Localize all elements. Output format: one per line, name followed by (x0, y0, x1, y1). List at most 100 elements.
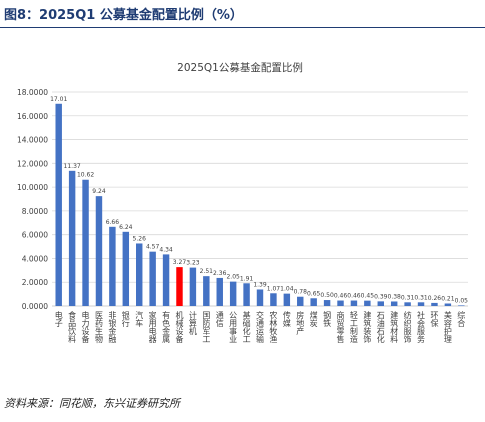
category-label: 公用事业 (229, 311, 238, 343)
y-tick-label: 18.0000 (17, 88, 48, 97)
data-label: 6.66 (106, 219, 120, 226)
category-label: 电力设备 (81, 310, 90, 344)
bar (390, 301, 398, 306)
data-label: 0.46 (347, 293, 361, 300)
data-label: 2.05 (226, 274, 240, 281)
bar (95, 196, 103, 306)
data-label: 0.05 (455, 297, 469, 304)
category-labels: 电子 食品饮料 电力设备 医药生物 非银金融 银行 汽车 家用电器 有色金属 机械设备 计算机 国防军… (54, 310, 466, 344)
data-label: 2.36 (213, 270, 227, 277)
bar (55, 103, 62, 306)
data-label: 1.39 (253, 281, 267, 288)
data-label: 3.27 (173, 259, 187, 266)
bar (243, 283, 250, 306)
figure-label: 图8： (4, 8, 40, 23)
data-label: 0.65 (307, 290, 321, 297)
bar (431, 302, 438, 306)
data-label: 4.34 (159, 246, 173, 253)
data-label: 0.50 (320, 292, 334, 299)
category-label: 基础化工 (242, 310, 251, 343)
category-label: 纺织服饰 (403, 310, 412, 344)
bar (109, 226, 116, 306)
bar (417, 302, 425, 306)
bar (216, 277, 223, 306)
data-label: 5.26 (133, 235, 147, 242)
data-label: 0.45 (361, 293, 375, 300)
y-axis-ticks: 0.0000 2.0000 4.0000 6.0000 8.0000 10.0000 12.… (17, 88, 48, 311)
y-tick-label: 4.0000 (22, 254, 48, 263)
bar (270, 293, 277, 306)
bar (310, 298, 317, 306)
category-label: 建筑装饰 (363, 310, 372, 344)
category-label: 房地产 (296, 310, 305, 336)
data-label: 10.62 (77, 172, 94, 179)
bar (297, 296, 304, 306)
data-label: 1.04 (280, 286, 294, 293)
chart-title: 2025Q1公募基金配置比例 (177, 61, 303, 74)
bar (337, 300, 344, 306)
category-label: 商贸零售 (336, 310, 345, 344)
category-label: 环保 (430, 311, 439, 328)
bars (55, 103, 465, 307)
category-label: 钢铁 (323, 310, 332, 328)
bar (229, 281, 237, 306)
data-label: 0.38 (388, 293, 402, 300)
bar (136, 243, 143, 306)
category-label: 建筑材料 (390, 310, 399, 344)
category-label: 汽车 (135, 310, 144, 328)
category-label: 计算机 (188, 310, 197, 336)
bar (162, 254, 170, 306)
data-label: 9.24 (92, 188, 106, 195)
category-label: 轻工制造 (349, 310, 358, 344)
bar (149, 251, 156, 306)
bar-chart: 2025Q1公募基金配置比例 0.0000 2.0000 4.0000 6.0000 8… (17, 61, 468, 344)
bar (350, 300, 358, 306)
category-label: 有色金属 (162, 310, 171, 344)
category-label: 交通运输 (256, 310, 265, 344)
category-label: 石油石化 (376, 311, 385, 344)
category-label: 美容护理 (443, 310, 452, 343)
bar (377, 301, 384, 306)
bar (189, 267, 197, 306)
category-label: 家用电器 (148, 310, 157, 344)
category-label: 煤炭 (309, 310, 318, 328)
bar (256, 289, 264, 306)
data-label: 1.07 (267, 285, 281, 292)
bar (203, 276, 210, 306)
y-tick-label: 8.0000 (22, 207, 48, 216)
data-label: 0.39 (374, 293, 388, 300)
bar (176, 267, 183, 306)
bar (364, 300, 371, 306)
header-divider (0, 27, 485, 28)
bar (122, 231, 130, 306)
category-label: 银行 (121, 310, 130, 328)
data-label: 0.26 (428, 295, 442, 302)
y-tick-label: 14.0000 (17, 136, 48, 145)
bar (283, 293, 291, 306)
category-label: 传媒 (282, 310, 291, 328)
category-label: 国防军工 (202, 311, 211, 343)
category-label: 机械设备 (175, 310, 184, 344)
bar (404, 302, 411, 306)
data-label: 1.91 (240, 275, 254, 282)
data-label: 4.57 (146, 244, 160, 251)
category-label: 医药生物 (94, 311, 103, 344)
grid-lines (52, 91, 468, 307)
data-label: 0.46 (334, 293, 348, 300)
bar (444, 303, 452, 306)
bar (68, 170, 76, 306)
data-label: 0.21 (441, 296, 455, 303)
category-label: 社会服务 (417, 310, 426, 344)
y-tick-label: 6.0000 (22, 231, 48, 240)
category-label: 综合 (457, 310, 466, 328)
figure-title: 图8：2025Q1 公募基金配置比例（%） (4, 4, 243, 23)
bar (323, 300, 331, 306)
y-tick-label: 12.0000 (17, 159, 48, 168)
category-label: 通信 (215, 310, 224, 328)
category-label: 农林牧渔 (269, 310, 278, 343)
chart-container: 2025Q1公募基金配置比例 0.0000 2.0000 4.0000 6.0000 8… (8, 46, 480, 368)
bar (82, 179, 89, 306)
y-tick-label: 2.0000 (22, 278, 48, 287)
category-label: 食品饮料 (68, 310, 77, 344)
